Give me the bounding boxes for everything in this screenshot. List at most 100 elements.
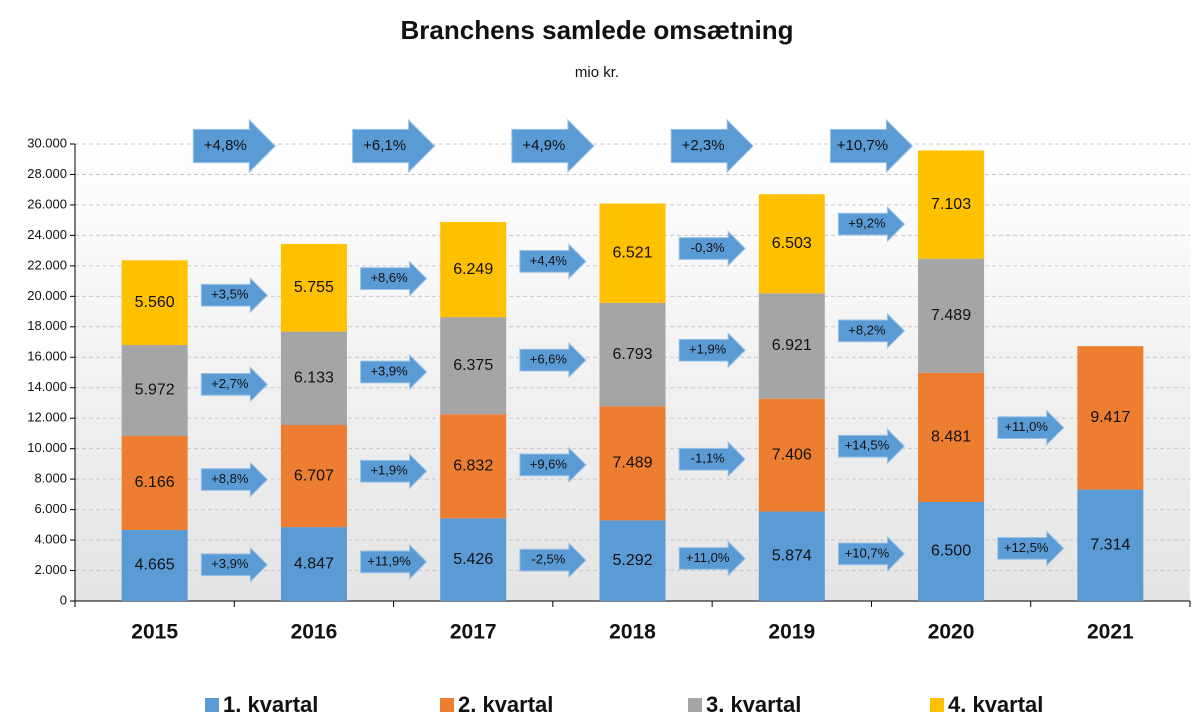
value-label: 6.500 <box>931 543 971 560</box>
change-label: +6,6% <box>530 352 568 367</box>
change-label: +6,1% <box>363 137 406 154</box>
change-label: +1,9% <box>689 342 727 357</box>
value-label: 5.560 <box>135 294 175 311</box>
legend-swatch <box>440 698 454 712</box>
value-label: 6.793 <box>612 346 652 363</box>
x-tick-label: 2016 <box>291 621 338 644</box>
change-label: +3,9% <box>370 363 408 378</box>
bar-segment <box>758 293 825 399</box>
change-label: +3,9% <box>211 556 249 571</box>
value-label: 6.832 <box>453 458 493 475</box>
change-label: +3,5% <box>211 287 249 302</box>
change-label: +10,7% <box>837 137 888 154</box>
change-label: +14,5% <box>845 438 890 453</box>
change-label: +11,9% <box>367 553 411 568</box>
bar-segment <box>121 345 188 437</box>
y-tick-label: 24.000 <box>27 227 67 242</box>
x-tick-label: 2019 <box>768 621 815 644</box>
value-label: 6.921 <box>772 337 812 354</box>
value-label: 6.249 <box>453 261 493 278</box>
change-arrow <box>511 118 595 174</box>
change-label: +2,3% <box>682 137 725 154</box>
value-label: 5.874 <box>772 547 812 564</box>
bar-segment <box>918 501 985 601</box>
change-arrow <box>360 260 428 297</box>
value-label: 5.426 <box>453 551 493 568</box>
bar-segment <box>440 518 507 601</box>
change-label: +8,8% <box>211 471 249 486</box>
change-label: +12,5% <box>1004 540 1049 555</box>
bar-segment <box>121 260 188 346</box>
change-arrow <box>678 540 746 577</box>
bar-segment <box>280 527 347 601</box>
value-label: 7.489 <box>931 307 971 324</box>
chart-title: Branchens samlede omsætning <box>401 15 794 45</box>
change-arrow <box>837 428 906 465</box>
change-arrow <box>192 118 276 174</box>
change-label: -0,3% <box>691 240 725 255</box>
bar-segment <box>918 150 985 259</box>
y-tick-label: 2.000 <box>34 562 67 577</box>
change-arrow <box>200 461 268 498</box>
bar-segment <box>121 436 188 530</box>
y-tick-label: 28.000 <box>27 166 67 181</box>
legend-swatch <box>688 698 702 712</box>
chart-subtitle: mio kr. <box>575 64 619 81</box>
change-label: -1,1% <box>691 451 725 466</box>
bar-segment <box>1077 489 1144 601</box>
bar-segment <box>440 221 507 318</box>
change-label: +4,4% <box>530 253 568 268</box>
value-label: 7.489 <box>612 455 652 472</box>
value-label: 6.707 <box>294 467 334 484</box>
value-label: 8.481 <box>931 429 971 446</box>
x-tick-label: 2018 <box>609 621 656 644</box>
value-label: 9.417 <box>1090 409 1130 426</box>
change-arrow <box>678 332 746 369</box>
bar-segment <box>280 243 347 332</box>
change-arrow <box>519 541 587 579</box>
change-arrow <box>670 118 754 174</box>
x-tick-label: 2020 <box>928 621 975 644</box>
change-arrow <box>200 366 268 403</box>
bar-segment <box>918 372 985 502</box>
legend-label: 2. kvartal <box>458 692 553 716</box>
y-tick-label: 8.000 <box>34 471 67 486</box>
y-tick-label: 26.000 <box>27 196 67 211</box>
value-label: 6.521 <box>612 244 652 261</box>
y-tick-label: 10.000 <box>27 440 67 455</box>
y-tick-label: 22.000 <box>27 257 67 272</box>
bar-segment <box>280 424 347 528</box>
change-arrow <box>829 118 914 174</box>
change-arrow <box>997 530 1065 567</box>
legend-label: 3. kvartal <box>706 692 801 716</box>
bar-segment <box>440 414 507 519</box>
value-label: 6.133 <box>294 369 334 386</box>
value-label: 6.503 <box>772 235 812 252</box>
y-tick-label: 4.000 <box>34 532 67 547</box>
change-arrow <box>837 535 906 573</box>
change-label: +9,6% <box>530 456 568 471</box>
change-arrow <box>519 341 587 379</box>
change-arrow <box>360 452 428 490</box>
change-arrow <box>678 230 746 267</box>
y-tick-label: 20.000 <box>27 288 67 303</box>
change-arrow <box>837 312 906 350</box>
change-label: +10,7% <box>845 545 890 560</box>
y-tick-label: 0 <box>60 592 67 607</box>
value-label: 5.755 <box>294 279 334 296</box>
bar-segment <box>440 317 507 415</box>
value-label: 4.665 <box>135 557 175 574</box>
bar-segment <box>280 331 347 425</box>
bar-segment <box>1077 346 1144 490</box>
y-tick-label: 14.000 <box>27 379 67 394</box>
value-label: 7.103 <box>931 196 971 213</box>
bar-segment <box>758 398 825 512</box>
value-label: 6.166 <box>135 474 175 491</box>
bar-segment <box>599 203 666 303</box>
change-arrow <box>519 243 587 280</box>
legend-label: 1. kvartal <box>223 692 318 716</box>
change-arrow <box>519 446 587 484</box>
change-label: +8,2% <box>848 322 886 337</box>
change-label: +4,9% <box>522 137 565 154</box>
